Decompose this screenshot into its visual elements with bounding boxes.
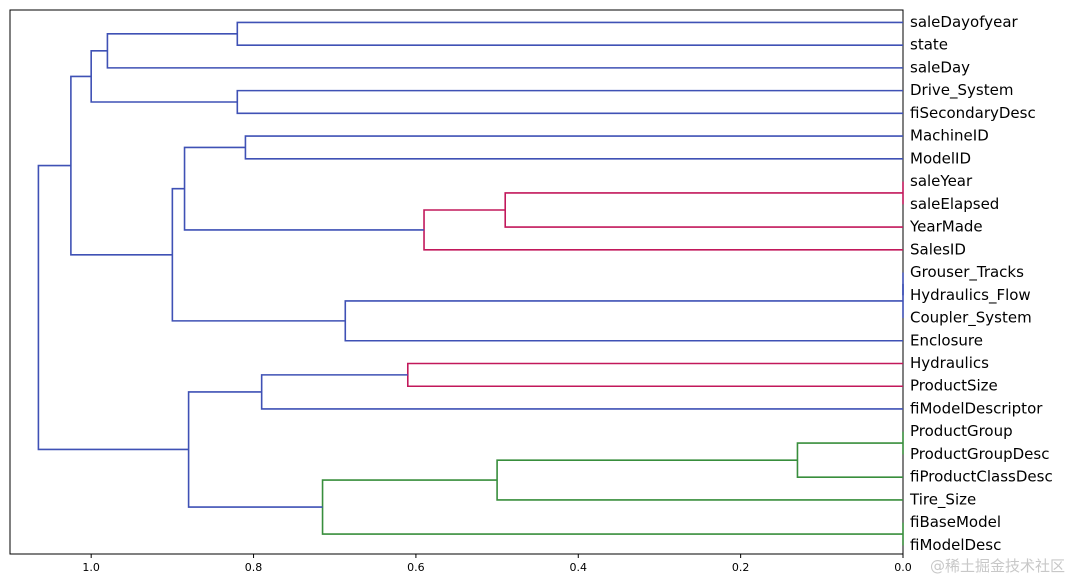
leaf-label: Grouser_Tracks [910,263,1024,282]
leaf-label: fiProductClassDesc [910,468,1053,486]
x-axis: 1.0 0.8 0.6 0.4 0.2 0.0 [82,554,912,574]
x-tick-label: 0.8 [245,561,263,574]
leaf-label: Tire_Size [909,490,976,509]
x-tick-label: 0.2 [732,561,750,574]
leaf-label: state [910,36,948,54]
leaf-labels: saleDayofyear state saleDay Drive_System fiS… [909,13,1053,554]
leaf-label: fiBaseModel [910,513,1001,531]
dendrogram-link [90,50,238,103]
leaf-label: fiModelDesc [910,536,1001,554]
dendrogram-link [244,135,903,160]
x-tick-label: 1.0 [82,561,100,574]
leaf-label: saleDay [910,58,970,76]
x-tick-label: 0.6 [407,561,425,574]
leaf-label: saleDayofyear [910,13,1019,31]
dendrogram-link [423,209,903,251]
dendrogram-links [37,21,904,546]
leaf-label: MachineID [910,127,989,145]
dendrogram-link [183,146,425,231]
leaf-label: Coupler_System [910,309,1032,328]
dendrogram-link [496,459,903,501]
dendrogram-link [344,300,903,342]
leaf-label: fiModelDescriptor [910,399,1043,417]
leaf-label: YearMade [909,218,983,236]
dendrogram-link [171,187,346,322]
leaf-label: saleElapsed [910,195,999,213]
leaf-label: Hydraulics [910,354,989,372]
leaf-label: fiSecondaryDesc [910,104,1036,122]
leaf-label: saleYear [910,172,973,190]
watermark: @稀土掘金技术社区 [930,557,1065,575]
dendrogram-link [70,75,173,256]
dendrogram-link [37,164,189,451]
dendrogram-link [106,32,903,69]
leaf-label: ProductSize [910,377,998,395]
leaf-label: ProductGroup [910,422,1013,440]
leaf-label: SalesID [910,240,966,258]
dendrogram-link [236,89,903,115]
x-tick-label: 0.4 [570,561,588,574]
plot-frame [9,9,904,555]
dendrogram-link [406,362,903,388]
dendrogram-link [236,21,903,46]
leaf-label: ModelID [910,149,971,167]
leaf-label: ProductGroupDesc [910,445,1049,463]
leaf-label: Hydraulics_Flow [910,286,1031,305]
dendrogram-link [504,192,903,228]
dendrogram-link [260,374,903,410]
x-tick-label: 0.0 [894,561,912,574]
leaf-label: Drive_System [910,81,1013,100]
dendrogram-link [321,479,903,535]
leaf-label: Enclosure [910,331,983,349]
dendrogram-link [796,442,903,478]
